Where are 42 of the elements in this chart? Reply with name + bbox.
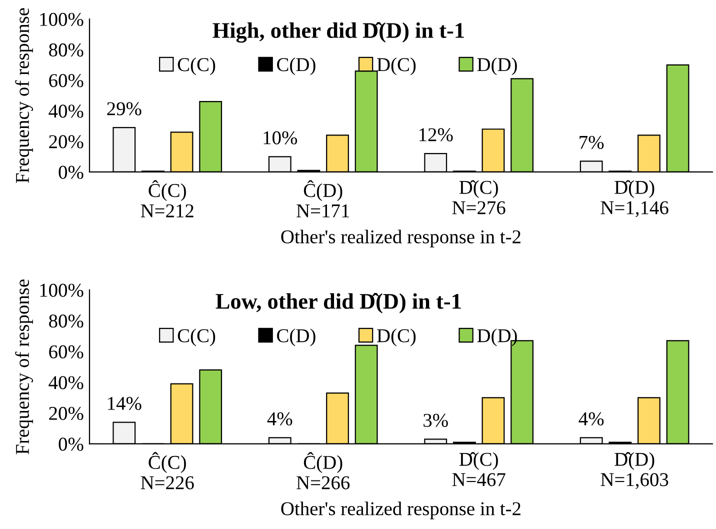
chart-title: High, other did D̂(D) in t-1 (212, 22, 464, 43)
legend-label: D(D) (477, 328, 517, 346)
x-axis-title: Other's realized response in t-2 (281, 230, 520, 248)
y-tick-label: 0% (58, 166, 84, 179)
y-tick-label: 80% (49, 314, 84, 328)
y-tick-label: 100% (40, 12, 84, 26)
y-tick-label: 40% (48, 104, 84, 118)
x-tick-label: Ĉ(D) N=266 (296, 452, 350, 490)
chart-title: Low, other did D̂(D) in t-1 (216, 292, 461, 314)
x-tick-label: Ĉ(C) N=212 (140, 180, 194, 218)
y-tick-label: 100% (40, 284, 84, 297)
legend-label: D(D) (477, 58, 517, 76)
data-label: 29% (107, 102, 142, 116)
data-label: 4% (578, 412, 604, 426)
legend-label: C(D) (277, 328, 316, 346)
legend-label: C(C) (178, 58, 216, 76)
data-label: 3% (424, 414, 448, 427)
x-tick-label: D̂(C) N=467 (452, 452, 506, 486)
y-tick-label: 60% (49, 345, 84, 358)
legend-label: C(C) (178, 328, 216, 346)
legend-label: D(C) (377, 328, 416, 346)
y-tick-label: 0% (58, 438, 84, 451)
legend-label: C(D) (277, 58, 316, 76)
y-tick-label: 60% (49, 74, 84, 88)
x-axis-title: Other's realized response in t-2 (281, 502, 520, 520)
x-tick-label: D̂(D) N=1,146 (600, 180, 668, 218)
x-tick-label: Ĉ(D) N=171 (296, 180, 350, 218)
data-label: 10% (264, 131, 298, 144)
legend-label: D(C) (377, 58, 416, 76)
y-axis-title: Frequency of response (15, 8, 34, 183)
data-label: 7% (580, 136, 604, 150)
data-label: 4% (267, 412, 292, 426)
y-tick-label: 40% (48, 376, 84, 390)
data-label: 14% (108, 396, 142, 410)
data-label: 12% (420, 128, 453, 142)
y-tick-label: 20% (49, 406, 84, 420)
x-tick-label: Ĉ(C) N=226 (140, 452, 194, 490)
y-axis-title: Frequency of response (15, 280, 34, 454)
x-tick-label: D̂(C) N=276 (452, 180, 506, 214)
y-tick-label: 80% (49, 43, 84, 57)
x-tick-label: D̂(D) N=1,603 (600, 452, 668, 490)
y-tick-label: 20% (49, 135, 84, 148)
